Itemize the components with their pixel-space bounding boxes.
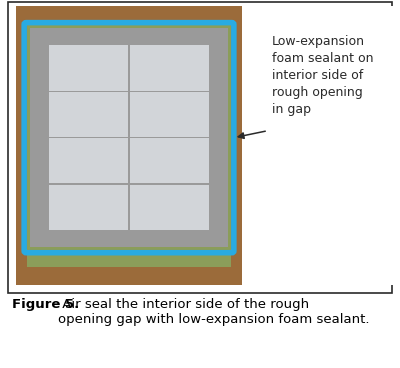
Bar [48, 137, 210, 138]
Bar [131, 250, 231, 267]
Bar [48, 45, 210, 230]
Bar [27, 250, 127, 267]
Bar [48, 183, 210, 185]
Text: Figure 5.: Figure 5. [12, 298, 79, 311]
Bar [16, 6, 242, 25]
Bar [8, 2, 392, 293]
Bar [231, 6, 242, 285]
Bar [16, 6, 27, 285]
Text: Air seal the interior side of the rough
opening gap with low-expansion foam seal: Air seal the interior side of the rough … [58, 298, 370, 326]
Bar [48, 91, 210, 92]
Text: Low-expansion
foam sealant on
interior side of
rough opening
in gap: Low-expansion foam sealant on interior s… [272, 35, 374, 116]
Bar [16, 267, 242, 285]
Bar [128, 45, 130, 230]
Bar [30, 28, 228, 247]
Bar [242, 6, 400, 285]
Bar [16, 6, 242, 285]
